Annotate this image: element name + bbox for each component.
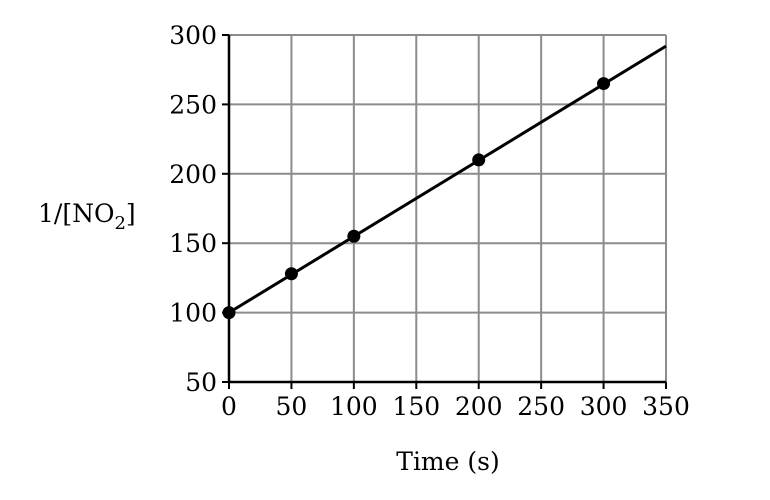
y-tick-labels: 50 100 150 200 250 300	[169, 21, 217, 397]
y-axis-title-suffix: ]	[126, 199, 136, 228]
x-axis-title: Time (s)	[396, 447, 499, 476]
data-point	[597, 77, 611, 91]
fit-line-layer	[228, 44, 667, 314]
data-point	[347, 229, 361, 243]
x-tick-label: 250	[517, 392, 565, 421]
y-tick-label: 300	[169, 21, 217, 50]
y-tick-label: 200	[169, 160, 217, 189]
grid-lines	[229, 34, 667, 382]
fit-line	[228, 44, 667, 314]
y-tick-label: 50	[185, 368, 217, 397]
data-point	[222, 306, 236, 320]
y-axis-title-subscript: 2	[114, 213, 125, 234]
axes	[222, 34, 667, 389]
data-point	[284, 267, 298, 281]
x-tick-label: 0	[221, 392, 237, 421]
y-tick-label: 100	[169, 299, 217, 328]
y-tick-label: 250	[169, 90, 217, 119]
x-tick-label: 350	[642, 392, 690, 421]
x-tick-labels: 0 50 100 150 200 250 300 350	[221, 392, 690, 421]
x-tick-label: 50	[276, 392, 308, 421]
data-point	[472, 153, 486, 167]
x-tick-label: 300	[580, 392, 628, 421]
x-tick-label: 200	[455, 392, 503, 421]
y-tick-label: 150	[169, 229, 217, 258]
y-axis-title: 1/[NO2]	[38, 199, 136, 234]
x-tick-label: 100	[330, 392, 378, 421]
data-points	[222, 77, 611, 320]
y-axis-title-prefix: 1/[NO	[38, 199, 114, 228]
x-tick-label: 150	[392, 392, 440, 421]
